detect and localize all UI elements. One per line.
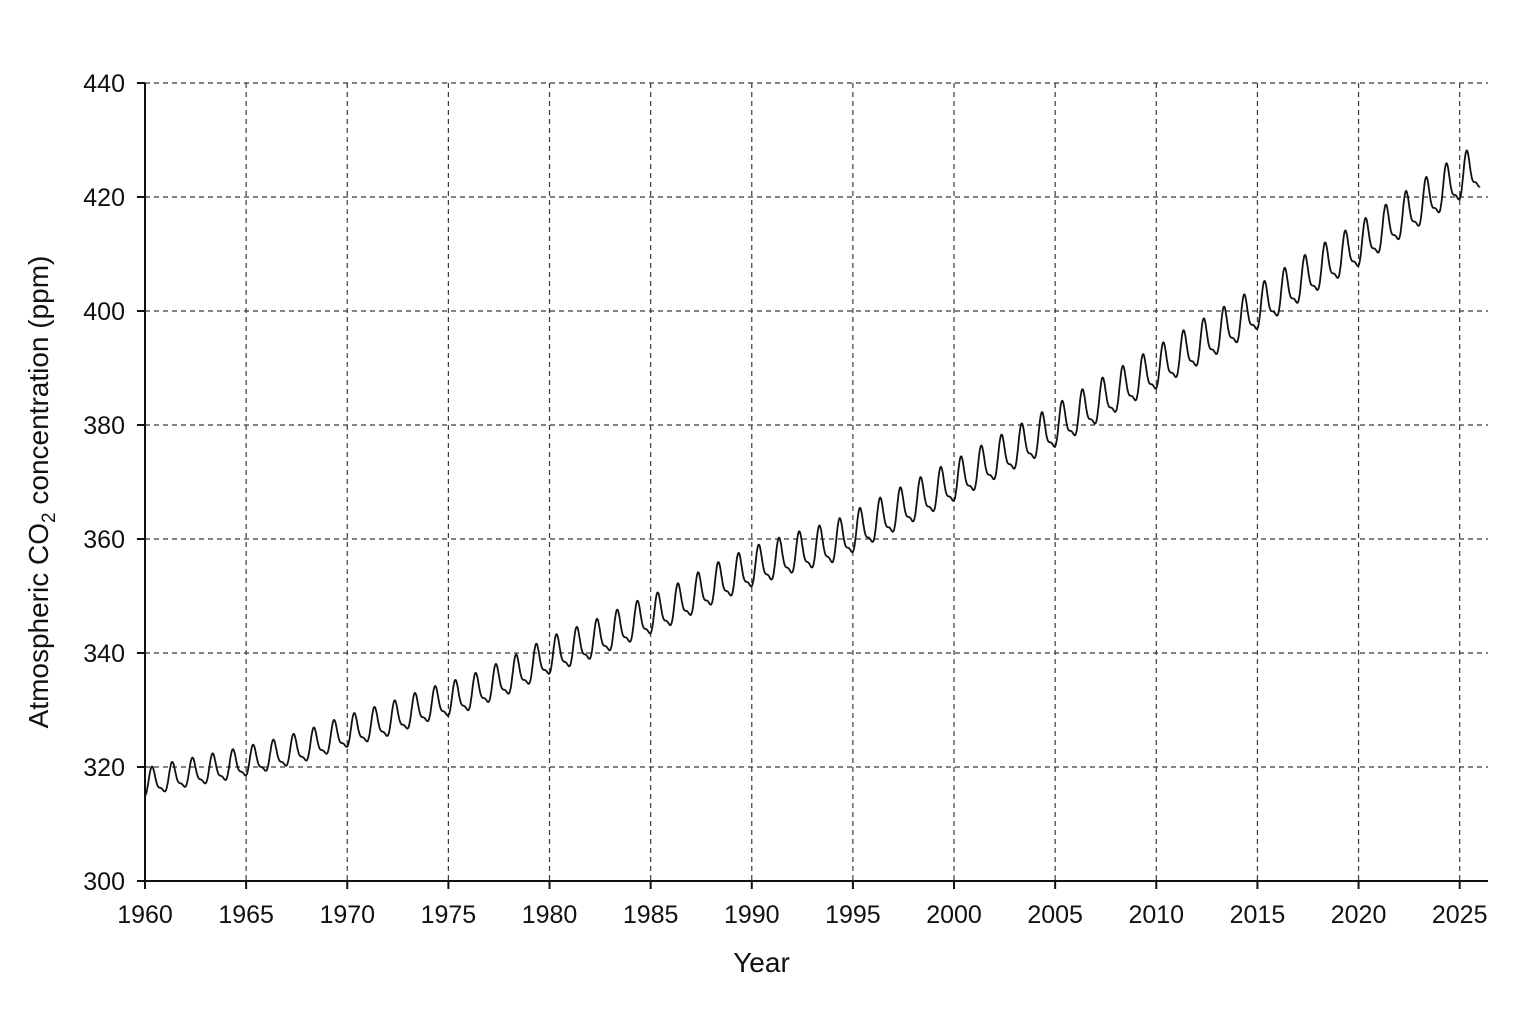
y-axis-title: Atmospheric CO2 concentration (ppm) bbox=[23, 256, 60, 729]
x-tick-label-2015: 2015 bbox=[1230, 901, 1286, 929]
x-tick-label-2010: 2010 bbox=[1128, 901, 1184, 929]
y-tick-label-360: 360 bbox=[83, 526, 125, 554]
y-tick-label-420: 420 bbox=[83, 184, 125, 212]
co2-series-line bbox=[144, 149, 1481, 797]
x-tick-label-1995: 1995 bbox=[825, 901, 881, 929]
y-tick-label-300: 300 bbox=[83, 868, 125, 896]
x-tick-label-2025: 2025 bbox=[1432, 901, 1488, 929]
y-tick-label-320: 320 bbox=[83, 754, 125, 782]
x-tick-label-1980: 1980 bbox=[522, 901, 578, 929]
x-tick-label-1975: 1975 bbox=[421, 901, 477, 929]
x-tick-label-2000: 2000 bbox=[926, 901, 982, 929]
x-axis-title: Year bbox=[733, 947, 790, 978]
y-axis-title-subscript: 2 bbox=[39, 512, 60, 523]
x-tick-label-2020: 2020 bbox=[1331, 901, 1387, 929]
x-tick-label-1970: 1970 bbox=[319, 901, 375, 929]
grid-lines bbox=[145, 82, 1488, 881]
x-tick-label-2005: 2005 bbox=[1027, 901, 1083, 929]
x-tick-label-1985: 1985 bbox=[623, 901, 679, 929]
x-tick-label-1960: 1960 bbox=[117, 901, 173, 929]
y-axis-title-prefix: Atmospheric CO bbox=[23, 523, 54, 728]
y-tick-label-440: 440 bbox=[83, 70, 125, 98]
axis-ticks: 300 320 340 360 380 400 420 440 1960 1965 1970 1975… bbox=[83, 70, 1487, 929]
y-tick-label-340: 340 bbox=[83, 640, 125, 668]
y-tick-label-400: 400 bbox=[83, 298, 125, 326]
y-axis-title-suffix: concentration (ppm) bbox=[23, 256, 54, 513]
axes bbox=[144, 83, 1488, 882]
x-tick-label-1965: 1965 bbox=[218, 901, 274, 929]
y-tick-label-380: 380 bbox=[83, 412, 125, 440]
x-tick-label-1990: 1990 bbox=[724, 901, 780, 929]
